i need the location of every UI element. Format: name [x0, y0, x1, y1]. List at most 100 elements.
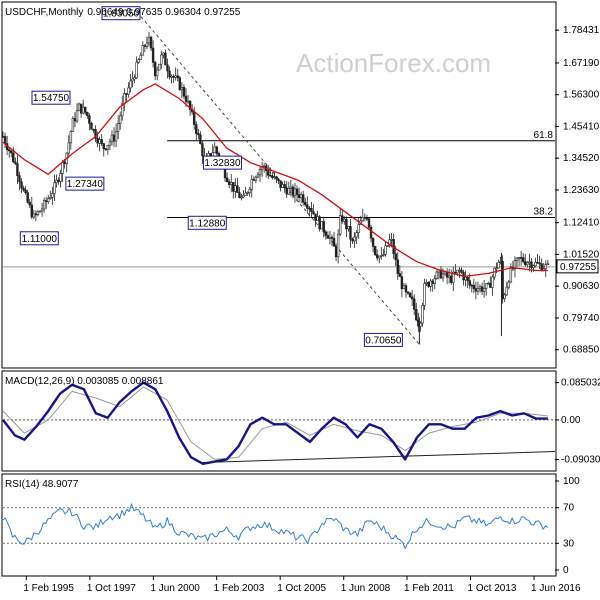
- candle-body: [176, 75, 179, 79]
- candle-body: [141, 45, 145, 56]
- macd-y-tick-label: 0.085032: [561, 378, 600, 389]
- candle-body: [301, 194, 305, 203]
- candle-body: [30, 204, 33, 218]
- candle-body: [295, 188, 299, 195]
- candle-body: [28, 201, 31, 206]
- x-tick-label: 1 Oct 2013: [468, 583, 517, 594]
- candle-body: [489, 282, 492, 288]
- price-y-tick-label: 1.78431: [563, 25, 600, 36]
- candle-body: [116, 123, 120, 132]
- candle-body: [269, 174, 272, 177]
- candle-body: [513, 260, 517, 270]
- candle-body: [410, 296, 414, 300]
- rsi-y-tick-label: 0: [563, 565, 569, 576]
- candle-body: [34, 213, 38, 216]
- candle-body: [81, 106, 85, 114]
- candle-body: [73, 118, 77, 122]
- macd-y-tick-label: 0.00: [561, 415, 581, 426]
- candle-body: [281, 184, 284, 188]
- rsi-panel-frame: [1, 473, 557, 577]
- candle-body: [505, 286, 508, 296]
- candle-body: [318, 216, 321, 230]
- candle-body: [466, 276, 469, 281]
- candle-body: [532, 265, 535, 268]
- candle-body: [291, 186, 295, 196]
- price-y-tick-label: 0.68850: [563, 345, 600, 356]
- candle-body: [423, 283, 426, 306]
- candle-body: [102, 143, 105, 149]
- candle-body: [304, 201, 307, 206]
- candle-body: [92, 129, 95, 131]
- x-tick-label: 1 Feb 2003: [214, 583, 265, 594]
- candle-body: [480, 286, 484, 292]
- candle-body: [394, 253, 397, 261]
- candle-body: [478, 286, 482, 290]
- candle-body: [322, 221, 325, 233]
- rsi-y-tick-label: 100: [563, 476, 580, 487]
- candle-body: [271, 175, 274, 178]
- candle-body: [79, 103, 83, 114]
- macd-title: MACD(12,26,9) 0.003085 0.008861: [5, 376, 164, 387]
- candle-body: [365, 217, 369, 220]
- candle-body: [174, 75, 177, 78]
- candle-body: [538, 262, 541, 265]
- candle-body: [378, 255, 381, 259]
- candle-body: [90, 123, 93, 130]
- candle-body: [129, 80, 132, 89]
- candle-body: [238, 192, 241, 199]
- candle-body: [53, 182, 56, 194]
- annotation-label: 1.32830: [204, 158, 241, 169]
- candle-body: [390, 238, 393, 241]
- candle-body: [373, 246, 377, 255]
- candle-body: [534, 261, 537, 267]
- candle-body: [131, 78, 134, 82]
- candle-body: [118, 115, 122, 124]
- candle-body: [396, 259, 399, 274]
- candle-body: [544, 264, 548, 270]
- candle-body: [507, 281, 510, 288]
- candle-body: [310, 207, 313, 213]
- candle-body: [178, 77, 182, 90]
- candle-body: [415, 309, 418, 321]
- candle-body: [16, 163, 19, 176]
- candle-body: [528, 261, 531, 264]
- candle-body: [51, 193, 54, 198]
- candle-body: [47, 198, 50, 203]
- candle-body: [429, 280, 432, 287]
- candle-body: [230, 182, 233, 185]
- candle-body: [330, 236, 334, 239]
- candle-body: [324, 231, 328, 236]
- price-chart-title: USDCHF,Monthly 0.96649 0.97635 0.96304 0.…: [5, 7, 241, 18]
- candle-body: [341, 215, 344, 222]
- candle-body: [433, 278, 436, 284]
- candle-body: [351, 238, 354, 242]
- candle-body: [484, 283, 488, 289]
- x-tick-label: 1 Feb 2011: [404, 583, 454, 594]
- candle-body: [170, 76, 173, 78]
- candle-body: [240, 196, 243, 199]
- candle-body: [355, 232, 358, 238]
- candle-body: [254, 176, 258, 181]
- candle-body: [18, 175, 21, 183]
- candle-body: [106, 144, 110, 150]
- candle-body: [314, 213, 317, 221]
- x-tick-label: 1 Jun 2000: [150, 583, 200, 594]
- candle-body: [297, 194, 301, 198]
- candle-body: [201, 143, 204, 157]
- candle-body: [32, 213, 36, 218]
- candle-body: [277, 178, 280, 182]
- candle-body: [435, 271, 439, 279]
- annotation-box: [202, 155, 242, 170]
- candle-body: [172, 76, 175, 78]
- candle-body: [20, 181, 23, 189]
- watermark: ActionForex.com: [296, 48, 491, 78]
- candle-body: [371, 237, 375, 247]
- candle-body: [275, 176, 278, 180]
- candle-body: [509, 266, 513, 283]
- candle-body: [382, 254, 385, 256]
- annotation-box: [65, 176, 105, 191]
- candle-body: [86, 111, 89, 116]
- annotation-label: 1.12880: [189, 218, 226, 229]
- annotation-label: 1.27340: [67, 179, 104, 190]
